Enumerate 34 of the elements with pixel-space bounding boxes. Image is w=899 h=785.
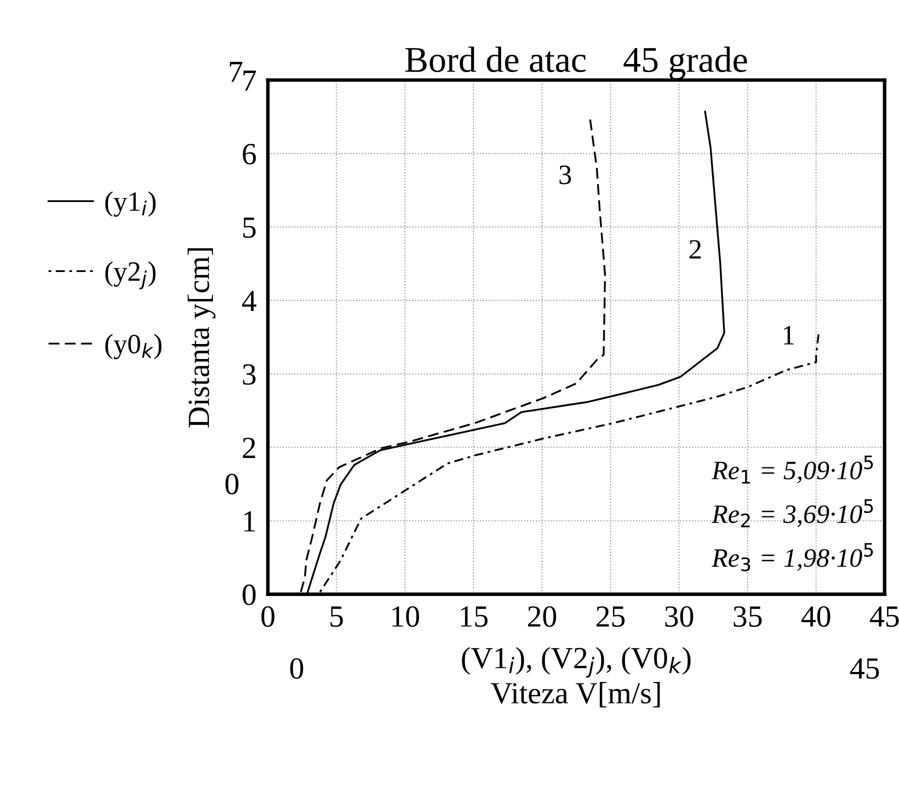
x-tick-label: 0 (261, 606, 274, 627)
chart-title: Bord de atac 45 grade (405, 46, 747, 80)
y-tick-label: 4 (242, 290, 256, 312)
x-tick-label: 25 (596, 606, 625, 627)
text: 7 (230, 62, 242, 82)
y-tick-label: 1 (244, 511, 255, 532)
y-axis-title: Distanta y[cm] (188, 248, 216, 428)
y-tick-label: 3 (242, 364, 256, 385)
annotation: Re$_{2}$ = 3,69·10$^{5}$ (712, 499, 873, 528)
text: 0 (290, 658, 304, 679)
x-tick-label: 30 (665, 606, 694, 627)
legend-label: (y0$_{k}$) (105, 334, 162, 360)
y-tick-label: 2 (242, 438, 256, 458)
x-tick-label: 5 (330, 606, 343, 627)
y-tick-label: 6 (242, 144, 256, 164)
x-axis-title: (V1$_{i}$), (V2$_{j}$), (V0$_{k}$) Viteza V[m/s] (462, 646, 691, 708)
legend-label: (y1$_{i}$) (105, 191, 156, 217)
x-tick-label: 20 (528, 606, 556, 627)
annotation: 2 (690, 240, 701, 258)
annotation: Re$_{1}$ = 5,09·10$^{5}$ (712, 456, 873, 484)
text: 45 (850, 658, 879, 679)
x-tick-label: 10 (392, 606, 420, 627)
text: 0 (225, 474, 238, 494)
x-tick-label: 45 (870, 606, 899, 627)
x-tick-label: 35 (734, 606, 762, 627)
x-tick-label: 40 (801, 606, 830, 627)
annotation: Re$_{3}$ = 1,98·10$^{5}$ (712, 543, 873, 572)
annotation: 3 (560, 166, 572, 184)
y-tick-label: 7 (244, 70, 256, 91)
y-tick-label: 0 (242, 584, 256, 606)
annotation: 1 (784, 326, 794, 344)
legend-label: (y2$_{j}$) (105, 261, 156, 290)
y-tick-label: 5 (243, 218, 256, 238)
x-tick-label: 15 (460, 606, 488, 627)
